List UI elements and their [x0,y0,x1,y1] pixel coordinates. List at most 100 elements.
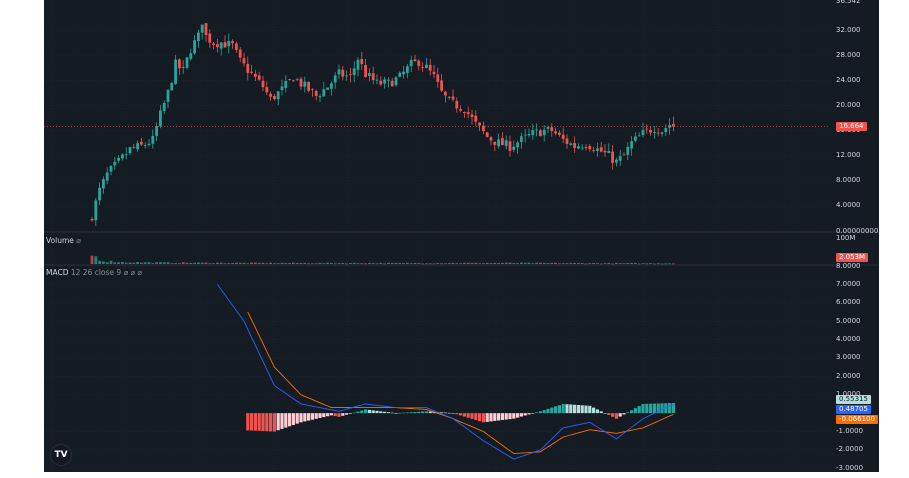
volume-bar [303,262,307,264]
candle-body [588,146,592,150]
macd-title-params: 12 26 close 9 ⌀ ⌀ ⌀ [70,268,142,277]
candle-body [512,146,516,150]
macd-tick-label: -2.0000 [836,445,864,454]
macd-histogram-bar [538,411,542,414]
macd-histogram-bar [360,410,364,414]
candle-body [603,150,607,153]
macd-histogram-bar [622,413,626,415]
chart-background [44,0,879,472]
volume-bar [542,262,546,264]
macd-tick-label: -3.0000 [836,463,864,472]
candle-body [447,96,451,98]
macd-histogram-bar [417,411,421,414]
volume-bar [588,263,592,265]
candle-body [455,100,459,109]
candle-body [516,142,519,148]
volume-bar [478,263,481,265]
volume-bar [341,263,345,264]
macd-tick-label: 3.0000 [836,353,861,362]
volume-bar [181,262,185,264]
macd-histogram-bar [440,412,444,414]
candle-body [531,130,535,135]
candle-body [565,138,569,144]
macd-histogram-bar [413,411,417,414]
volume-bar [596,263,599,264]
volume-bar [531,263,535,265]
tradingview-logo-icon[interactable]: TV [50,444,72,466]
volume-bar [626,263,630,264]
candle-body [523,134,527,136]
volume-bar [611,263,614,265]
volume-bar [371,263,375,264]
candle-body [371,73,375,80]
macd-histogram-bar [451,413,455,414]
volume-bar [143,262,147,264]
macd-histogram-bar [633,408,637,414]
macd-histogram-bar [512,413,516,419]
volume-bar [660,263,664,265]
volume-bar [387,262,390,264]
candle-body [140,141,143,145]
macd-histogram-bar [474,413,478,421]
candle-body [151,135,155,144]
candle-body [181,66,185,68]
macd-histogram-bar [375,410,379,414]
volume-bar [390,262,394,264]
volume-bar [573,262,576,264]
volume-bar [508,262,512,264]
macd-histogram-bar [462,413,466,417]
candle-body [261,80,265,88]
candle-body [90,219,94,221]
candle-body [577,146,580,149]
volume-bar [482,263,485,264]
candle-body [630,141,633,149]
volume-title-text: Volume [46,236,74,245]
volume-bar [102,261,105,264]
candle-body [561,134,565,139]
macd-histogram-bar [367,409,371,414]
candle-body [626,147,630,155]
volume-bar [200,262,204,264]
candle-body [349,74,352,76]
macd-histogram-bar [599,411,603,414]
volume-bar [159,262,162,264]
candle-body [303,81,307,87]
macd-histogram-bar [584,405,588,414]
candle-body [254,73,257,77]
candle-body [501,138,504,146]
macd-histogram-bar [656,403,660,414]
macd-histogram-bar [261,413,265,432]
volume-bar [379,262,383,264]
candle-body [128,147,132,154]
volume-bar [292,262,295,264]
candle-body [143,145,147,146]
macd-histogram-bar [493,413,497,421]
volume-bar [345,263,348,265]
candle-body [664,128,668,132]
price-tick-label: 28.000 [836,50,861,59]
volume-bar [637,263,641,265]
volume-bar [554,262,557,264]
volume-bar [216,262,219,264]
volume-bar [231,263,234,264]
chart-svg[interactable] [44,0,879,472]
volume-bar [193,262,196,264]
volume-bar [170,263,174,264]
candle-body [485,132,489,137]
volume-bar [94,256,98,264]
macd-histogram-bar [489,413,493,422]
candle-body [117,157,120,161]
volume-bar [318,262,322,264]
candle-body [147,143,151,146]
macd-tick-label: 2.0000 [836,371,861,380]
volume-bar [254,262,257,264]
candle-body [596,148,599,151]
candle-body [105,172,109,181]
volume-bar [178,263,181,265]
candle-body [356,59,360,70]
candle-body [463,112,466,114]
candle-body [428,64,432,71]
volume-bar [314,263,318,265]
candle-body [520,136,523,142]
macd-tick-label: 5.0000 [836,316,861,325]
